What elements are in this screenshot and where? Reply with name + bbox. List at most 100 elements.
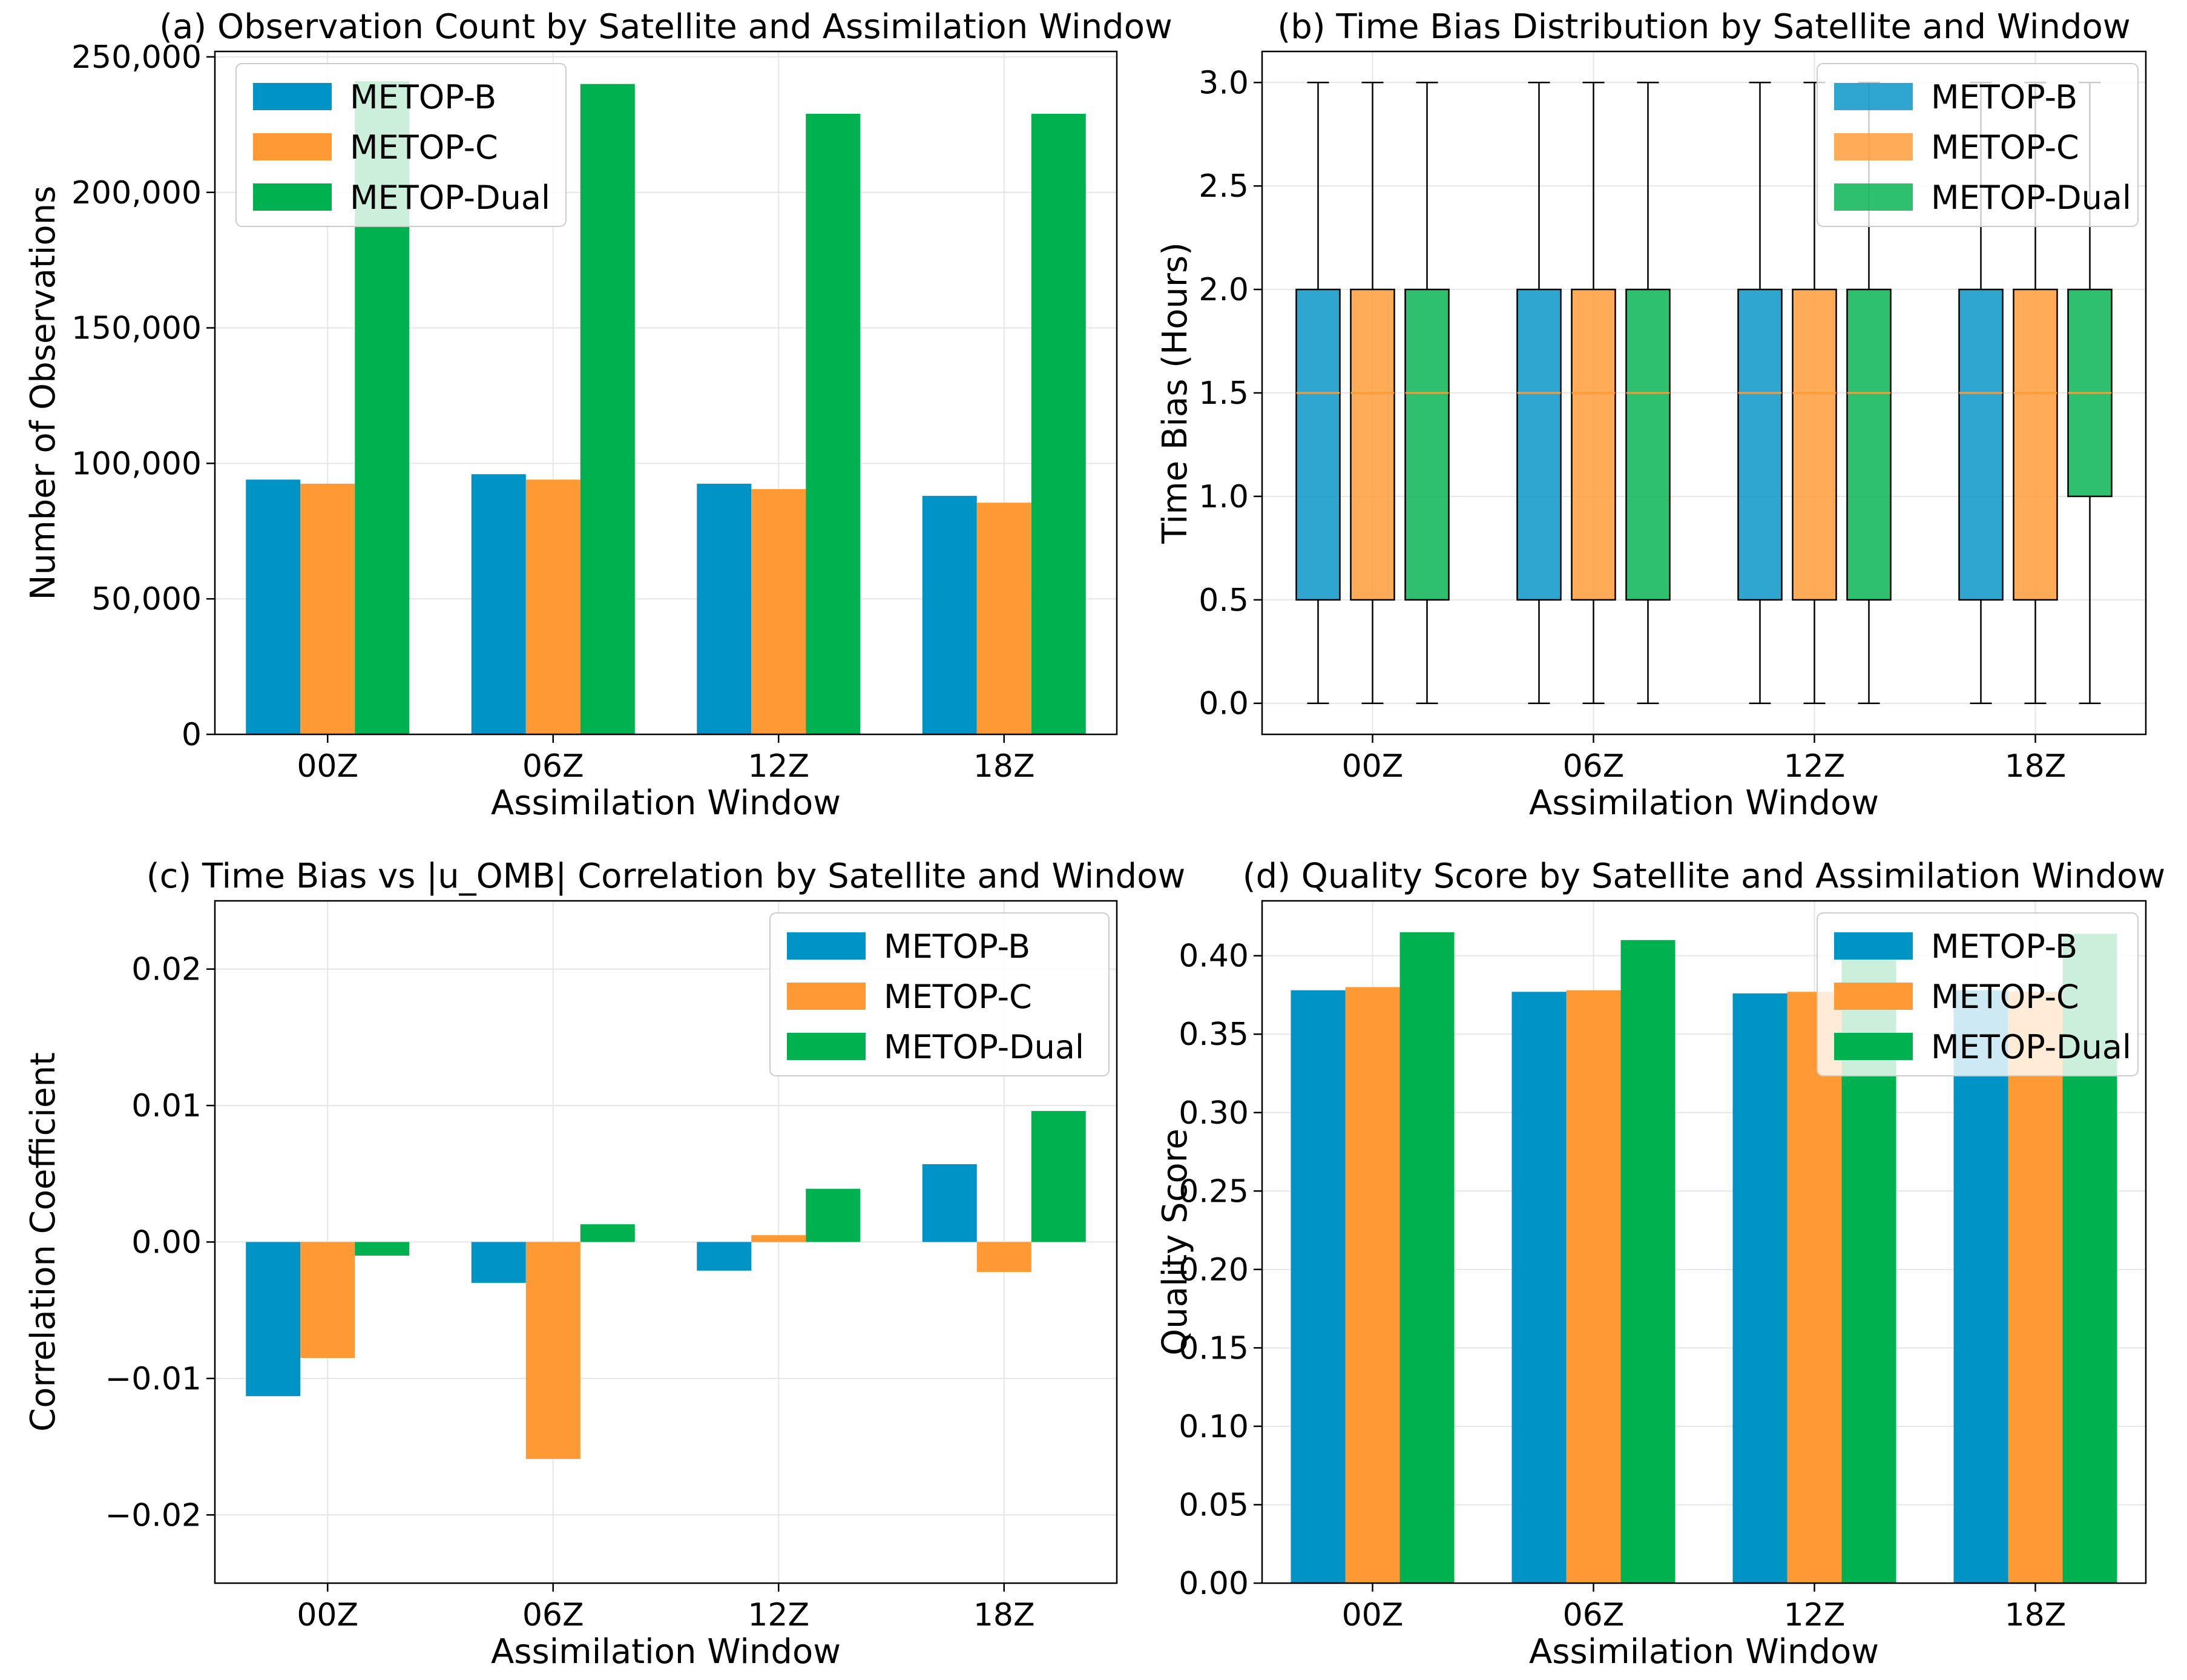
panel-a-xtick-label-12z: 12Z: [748, 748, 809, 785]
panel-b-ytick-label-4: 2.0: [1199, 272, 1249, 308]
panel-a-bar-metop-c-00z: [300, 483, 355, 734]
panel-b-box-metop-dual-06z: [1625, 82, 1671, 704]
panel-a-ytick-label-3: 150,000: [71, 311, 202, 347]
box-iqr: [1737, 288, 1783, 601]
panel-d-ytick-label-0: 0.00: [1179, 1566, 1249, 1602]
panel-c-bar-metop-dual-00z: [355, 1242, 410, 1256]
panel-c-ytick-label-4: 0.02: [131, 952, 202, 988]
panel-b-box-metop-c-06z: [1571, 82, 1616, 704]
panel-c-ylabel: Correlation Coefficient: [24, 1052, 63, 1432]
panel-a-bar-metop-b-00z: [246, 479, 301, 734]
panel-c-ytick-label-1: −0.01: [105, 1361, 202, 1397]
panel-a-ytick-label-4: 200,000: [71, 175, 202, 211]
panel-d-ytick-label-6: 0.30: [1179, 1095, 1249, 1132]
panel-d-bar-metop-c-00z: [1345, 987, 1400, 1583]
panel-c-ytick-label-3: 0.01: [131, 1088, 202, 1124]
panel-b-xtick-label-18z: 18Z: [2005, 748, 2067, 785]
panel-b-box-metop-b-00z: [1295, 82, 1341, 704]
panel-c-bar-metop-b-12z: [697, 1242, 752, 1271]
panel-d-xtick-label-18z: 18Z: [2005, 1597, 2067, 1633]
panel-b-ytick-label-3: 1.5: [1199, 375, 1249, 412]
panel-d-bar-metop-b-06z: [1511, 992, 1567, 1583]
panel-b-xtick-label-00z: 00Z: [1342, 748, 1404, 785]
panel-a-bar-metop-b-12z: [697, 483, 752, 734]
panel-a-bar-metop-c-18z: [976, 502, 1031, 734]
panel-d-frame: [1261, 900, 2147, 1584]
panel-a-xtick-label-00z: 00Z: [297, 748, 358, 785]
panel-b-legend: METOP-B METOP-C METOP-Dual: [1817, 63, 2139, 227]
panel-c: −0.02 −0.01 0.00 0.01 0.02 00Z 06Z 12Z 18Z (c) Ti…: [24, 857, 1185, 1672]
panel-d-ytick-label-3: 0.15: [1179, 1330, 1249, 1366]
panel-d-legend-swatch-metop-b: [1834, 932, 1913, 960]
box-iqr: [1846, 288, 1892, 601]
panel-d-title: (d) Quality Score by Satellite and Assim…: [1243, 857, 2165, 896]
panel-a-bar-metop-dual-06z: [580, 84, 635, 735]
panel-d-legend-label-metop-dual: METOP-Dual: [1931, 1028, 2131, 1066]
box-iqr: [1516, 288, 1562, 601]
panel-a-legend-label-metop-b: METOP-B: [350, 78, 496, 116]
box-iqr: [1625, 288, 1671, 601]
panel-a-legend: METOP-B METOP-C METOP-Dual: [235, 63, 567, 227]
panel-b-box-metop-c-00z: [1350, 82, 1395, 704]
panel-b-ytick-label-2: 1.0: [1199, 479, 1249, 515]
panel-c-bar-metop-c-18z: [976, 1242, 1031, 1273]
panel-b-legend-label-metop-b: METOP-B: [1931, 78, 2077, 116]
panel-a-ylabel: Number of Observations: [24, 186, 63, 601]
panel-a-bar-metop-dual-18z: [1031, 113, 1086, 734]
panel-c-legend-swatch-metop-b: [787, 932, 866, 960]
box-iqr: [1404, 288, 1450, 601]
panel-c-bar-metop-c-00z: [300, 1242, 355, 1359]
panel-d-legend-swatch-metop-c: [1834, 983, 1913, 1010]
panel-b-legend-label-metop-dual: METOP-Dual: [1931, 179, 2131, 217]
panel-c-bar-metop-b-00z: [246, 1242, 301, 1397]
panel-c-xtick-label-12z: 12Z: [748, 1597, 809, 1633]
panel-c-legend-swatch-metop-c: [787, 983, 866, 1010]
panel-b-box-metop-b-18z: [1958, 82, 2004, 704]
panel-d-bar-metop-b-18z: [1953, 990, 2008, 1583]
panel-d-ytick-label-1: 0.05: [1179, 1487, 1249, 1523]
panel-d-xtick-label-06z: 06Z: [1563, 1597, 1625, 1633]
panel-b-box-metop-b-12z: [1737, 82, 1783, 704]
panel-c-legend-label-metop-c: METOP-C: [884, 978, 1032, 1016]
panel-b-xlabel: Assimilation Window: [1529, 783, 1879, 823]
panel-c-bar-metop-dual-06z: [580, 1224, 635, 1242]
panel-d-ylabel: Quality Score: [1156, 1128, 1195, 1356]
panel-d-xtick-label-00z: 00Z: [1342, 1597, 1404, 1633]
panel-a-xtick-label-18z: 18Z: [973, 748, 1035, 785]
panel-c-legend-swatch-metop-dual: [787, 1033, 866, 1060]
panel-a-legend-swatch-metop-b: [253, 83, 332, 110]
panel-b-xtick-label-12z: 12Z: [1784, 748, 1846, 785]
panel-d-ytick-label-5: 0.25: [1179, 1173, 1249, 1210]
panel-a-bar-metop-c-06z: [525, 479, 580, 734]
panel-d-legend-label-metop-b: METOP-B: [1931, 927, 2077, 966]
panel-d: 0.00 0.05 0.10 0.15 0.20 0.25 0.30 0.35 0.40 00Z 0…: [1156, 857, 2165, 1672]
panel-b-box-metop-dual-00z: [1404, 82, 1450, 704]
panel-b-legend-swatch-metop-b: [1834, 83, 1913, 110]
panel-c-legend-label-metop-b: METOP-B: [884, 927, 1030, 966]
panel-d-bar-metop-c-06z: [1566, 990, 1621, 1583]
panel-a-ytick-label-0: 0: [182, 717, 202, 753]
panel-d-bar-metop-c-12z: [1787, 992, 1842, 1583]
panel-a-ytick-label-5: 250,000: [71, 39, 202, 76]
box-iqr: [1958, 288, 2004, 601]
panel-b: 0.0 0.5 1.0 1.5 2.0 2.5 3.0 00Z 06Z 12Z 18Z (b) Tim…: [1156, 7, 2147, 823]
panel-a-legend-swatch-metop-dual: [253, 183, 332, 211]
panel-c-bar-metop-dual-12z: [806, 1188, 861, 1242]
panel-d-ytick-label-8: 0.40: [1179, 938, 1249, 975]
panel-a: 0 50,000 100,000 150,000 200,000 250,000 00Z 06…: [24, 7, 1172, 823]
box-iqr: [1295, 288, 1341, 601]
panel-b-box-metop-c-12z: [1792, 82, 1837, 704]
panel-a-title: (a) Observation Count by Satellite and A…: [159, 7, 1172, 47]
panel-c-bar-metop-dual-18z: [1031, 1111, 1086, 1242]
panel-a-xlabel: Assimilation Window: [491, 783, 841, 823]
panel-b-ytick-label-5: 2.5: [1199, 168, 1249, 205]
panel-d-bar-metop-b-00z: [1291, 990, 1346, 1583]
box-iqr: [1350, 288, 1395, 601]
panel-b-box-metop-c-18z: [2013, 82, 2058, 704]
panel-a-ytick-label-1: 50,000: [91, 581, 202, 618]
panel-c-xtick-label-06z: 06Z: [522, 1597, 584, 1633]
panel-d-legend-swatch-metop-dual: [1834, 1033, 1913, 1060]
panel-c-bar-metop-b-06z: [471, 1242, 526, 1283]
panel-a-bar-metop-dual-12z: [806, 113, 861, 734]
